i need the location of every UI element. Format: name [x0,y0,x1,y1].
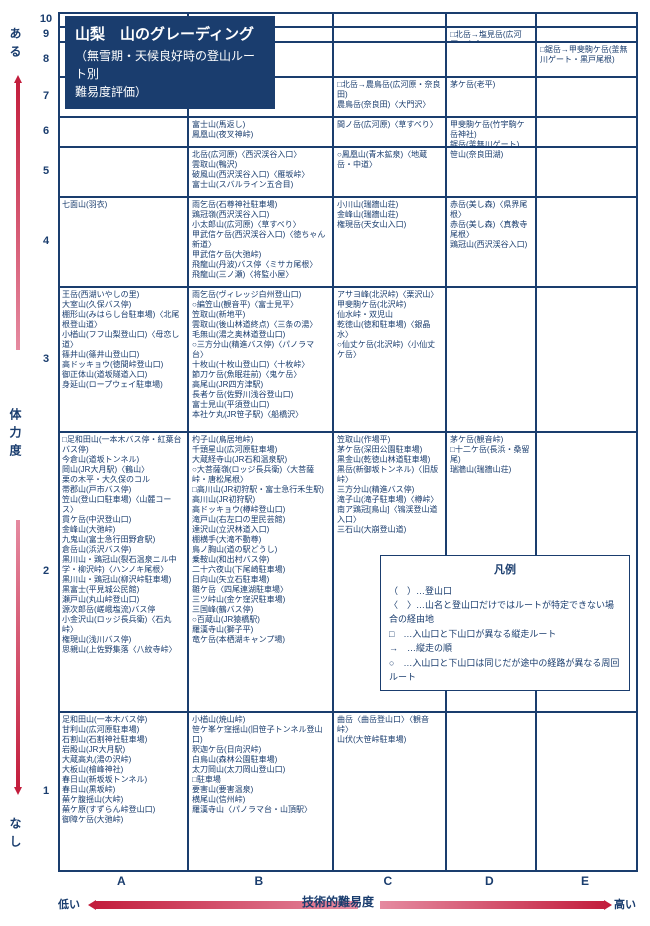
cell-2A: □足和田山(一本木バス停・紅葉台バス停) 今倉山(道坂トンネル) 岡山(JR大月… [58,432,188,712]
cell-1A: 足和田山(一本木バス停) 甘利山(広河原駐車場) 石割山(石割神社駐車場) 岩殿… [58,712,188,872]
row-label-8: 8 [36,53,56,65]
x-right-label: 高い [614,896,636,912]
legend: 凡例 （ ）…登山口 〈 〉…山名と登山口だけではルートが特定できない場合の経由… [380,555,630,691]
cell-7D: 茅ケ岳(老平) [446,77,536,117]
y-axis-label: 体力度 [4,390,24,480]
cell-5C: ○鳳凰山(青木鉱泉)〈地蔵岳・中道〉 [333,147,446,197]
row-label-2: 2 [36,565,56,577]
row-label-10: 10 [36,13,56,25]
cell-9E [536,27,638,42]
cell-7C: □北岳→農鳥岳(広河原・奈良田) 農鳥岳(奈良田)〈大門沢〉 [333,77,446,117]
cell-1D [446,712,536,872]
cell-4A: 七面山(羽衣) [58,197,188,287]
cell-10C [333,12,446,27]
grading-chart: ある 体力度 なし 山梨 山のグレーディング （無雪期・天候良好時の登山ルート別… [0,0,650,926]
cell-5A [58,147,188,197]
cell-8C [333,42,446,77]
y-top-label: ある [4,20,24,70]
cell-6A [58,117,188,147]
cell-1B: 小楢山(焼山峠) 笹ケ峯ケ窪揺山(旧笹子トンネル登山口) 釈迦ケ岳(日向沢峠) … [188,712,333,872]
cell-3C: アサヨ峰(北沢峠)〈栗沢山〉 甲斐駒ケ岳(北沢峠) 仙水峠・双児山 乾徳山(徳和… [333,287,446,432]
cell-10D [446,12,536,27]
cell-7E [536,77,638,117]
legend-title: 凡例 [389,562,621,580]
cell-8E: □鋸岳→甲斐駒ケ岳(釜無川ゲート・黒戸尾根) [536,42,638,77]
cell-1E [536,712,638,872]
cell-4B: 雨乞岳(石尊神社駐車場) 鶏冠嶺(西沢渓谷入口) 小太郎山(広河原)〈草すべり〉… [188,197,333,287]
col-label-A: A [117,874,126,888]
y-bottom-label: なし [4,810,24,860]
cell-5B: 北岳(広河原)〈西沢渓谷入口〉 雲取山(鴨沢) 破風山(西沢渓谷入口)〈雁坂峠〉… [188,147,333,197]
cell-4D: 赤岳(美し森)〈県界尾根〉 赤岳(美し森)〈真教寺尾根〉 鶏冠山(西沢渓谷入口) [446,197,536,287]
cell-2B: 杓子山(鳥居地峠) 千頭星山(広河原駐車場) 大蔵経寺山(JR石和温泉駅) ○大… [188,432,333,712]
title-box: 山梨 山のグレーディング （無雪期・天候良好時の登山ルート別 難易度評価） [65,16,275,109]
title-line1: 山梨 山のグレーディング [75,24,265,47]
cell-3B: 雨乞岳(ヴィレッジ白州登山口) ○編笠山(観音平)〈富士見平〉 笠取山(新地平)… [188,287,333,432]
x-axis-label: 技術的難易度 [302,893,374,910]
x-arrow-right [380,897,612,913]
title-line2: （無雪期・天候良好時の登山ルート別 難易度評価） [75,47,265,101]
cell-4C: 小川山(瑞牆山荘) 金峰山(瑞牆山荘) 権現岳(天女山入口) [333,197,446,287]
cell-4E [536,197,638,287]
row-label-4: 4 [36,235,56,247]
cell-9C [333,27,446,42]
cell-3D [446,287,536,432]
cell-3E [536,287,638,432]
legend-item: 〈 〉…山名と登山口だけではルートが特定できない場合の経由地 [389,598,621,627]
col-label-B: B [255,874,264,888]
cell-6E [536,117,638,147]
row-label-5: 5 [36,165,56,177]
cell-10E [536,12,638,27]
col-label-E: E [581,874,589,888]
col-label-C: C [384,874,393,888]
row-label-7: 7 [36,90,56,102]
cell-1C: 曲岳〈曲岳登山口〉〈観音峠〉 山伏(大笹峠駐車場) [333,712,446,872]
cell-6B: 富士山(馬返し) 鳳凰山(夜叉神峠) [188,117,333,147]
col-label-D: D [485,874,494,888]
cell-6D: 甲斐駒ケ岳(竹宇駒ケ岳神社) 鋸岳(釜無川ゲート) [446,117,536,147]
legend-item: ○ …入山口と下山口は同じだが途中の経路が異なる周回ルート [389,656,621,685]
cell-6C: 間ノ岳(広河原)〈草すべり〉 [333,117,446,147]
y-arrow-bottom [14,520,22,795]
row-label-6: 6 [36,125,56,137]
cell-9D: □北岳→塩見岳(広河原・鳥倉) [446,27,536,42]
row-label-3: 3 [36,353,56,365]
legend-item: （ ）…登山口 [389,584,621,598]
legend-item: → …縦走の順 [389,641,621,655]
y-arrow-top [14,75,22,350]
x-left-label: 低い [58,896,80,912]
cell-5E [536,147,638,197]
cell-3A: 王岳(西湖いやしの里) 大室山(久保バス停) 棚形山(みはらし台駐車場)〈北尾根… [58,287,188,432]
row-label-9: 9 [36,28,56,40]
cell-8D [446,42,536,77]
row-label-1: 1 [36,785,56,797]
legend-item: □ …入山口と下山口が異なる縦走ルート [389,627,621,641]
cell-5D: 笹山(奈良田湖) [446,147,536,197]
